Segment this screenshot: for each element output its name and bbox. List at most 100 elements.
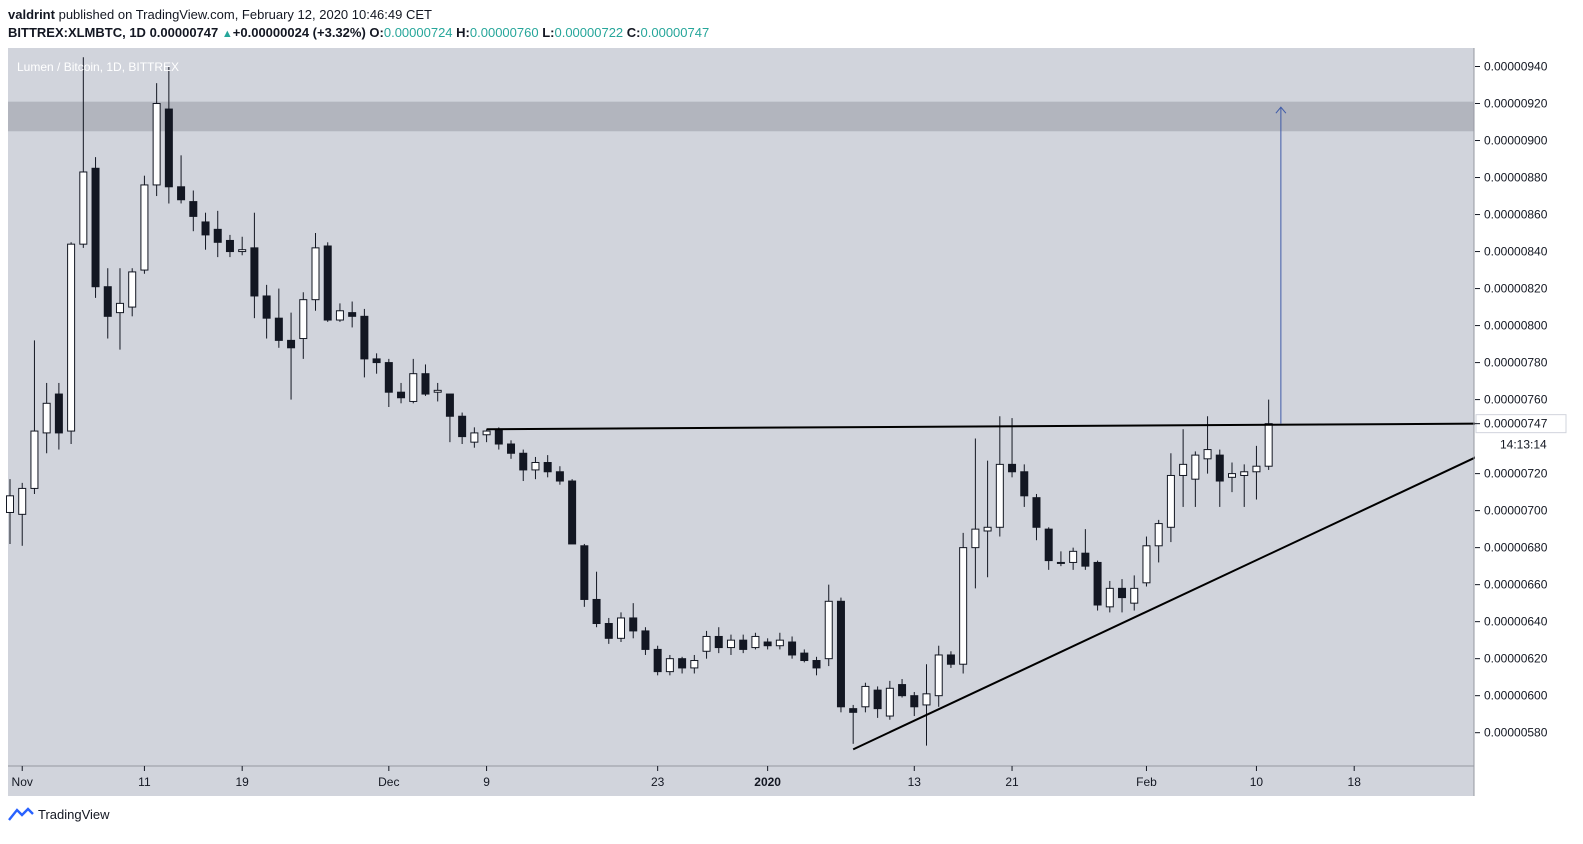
candle[interactable] [617, 612, 625, 643]
candle[interactable] [1240, 464, 1249, 507]
candle[interactable] [1032, 493, 1041, 541]
candle[interactable] [1166, 453, 1175, 543]
candle[interactable] [6, 479, 14, 544]
candle[interactable] [739, 634, 748, 654]
candle[interactable] [287, 312, 296, 400]
brand-name[interactable]: TradingView [38, 806, 110, 822]
candle[interactable] [79, 57, 88, 248]
candle[interactable] [1191, 451, 1200, 507]
candle[interactable] [445, 393, 454, 443]
candle[interactable] [397, 382, 406, 404]
candle[interactable] [604, 617, 613, 644]
candle[interactable] [1228, 462, 1236, 493]
candle[interactable] [507, 440, 516, 459]
candle[interactable] [592, 571, 601, 628]
support-trendline[interactable] [852, 456, 1477, 751]
candle[interactable] [934, 645, 943, 707]
candle[interactable] [421, 364, 430, 396]
author-name[interactable]: valdrint [8, 7, 55, 22]
candle[interactable] [140, 175, 149, 274]
candle[interactable] [1118, 579, 1127, 613]
candle[interactable] [250, 212, 259, 319]
candle[interactable] [849, 704, 858, 744]
candle[interactable] [641, 627, 650, 655]
candle[interactable] [543, 455, 552, 478]
candle[interactable] [115, 268, 124, 350]
candle[interactable] [555, 466, 564, 485]
candle[interactable] [1093, 560, 1102, 611]
candle[interactable] [91, 157, 100, 298]
candle[interactable] [531, 456, 540, 480]
candle[interactable] [409, 358, 418, 404]
candle[interactable] [836, 597, 845, 713]
candle[interactable] [800, 649, 809, 663]
candle[interactable] [225, 234, 234, 258]
resistance-trendline[interactable] [486, 422, 1477, 431]
candle[interactable] [372, 353, 381, 374]
candle[interactable] [1020, 464, 1029, 507]
candle[interactable] [470, 427, 479, 448]
candle[interactable] [629, 603, 638, 639]
candle[interactable] [482, 429, 491, 443]
candle[interactable] [42, 382, 51, 454]
candle[interactable] [201, 212, 210, 250]
candle[interactable] [1215, 449, 1224, 507]
candle[interactable] [971, 438, 980, 589]
candle[interactable] [751, 632, 760, 650]
candle[interactable] [824, 584, 833, 667]
candle[interactable] [1069, 547, 1078, 570]
candle[interactable] [788, 636, 797, 659]
candle[interactable] [910, 691, 919, 717]
candle[interactable] [653, 645, 662, 676]
candle[interactable] [946, 651, 955, 668]
candle[interactable] [812, 656, 821, 676]
candle[interactable] [983, 460, 992, 578]
candle[interactable] [763, 638, 772, 650]
candle[interactable] [1105, 580, 1114, 613]
candle[interactable] [519, 449, 528, 482]
candle[interactable] [360, 308, 369, 378]
candle[interactable] [54, 382, 63, 450]
candle[interactable] [922, 664, 931, 746]
candle[interactable] [458, 412, 467, 445]
candle[interactable] [1142, 536, 1151, 587]
candle[interactable] [18, 482, 27, 546]
candle[interactable] [67, 242, 76, 445]
candle[interactable] [898, 679, 907, 698]
candle[interactable] [164, 66, 173, 204]
candle[interactable] [665, 654, 674, 676]
candle[interactable] [1044, 527, 1053, 570]
candle[interactable] [1264, 399, 1273, 470]
candle[interactable] [1154, 519, 1163, 563]
candle[interactable] [323, 242, 332, 322]
candle[interactable] [678, 656, 687, 674]
candle[interactable] [189, 190, 198, 232]
candle[interactable] [568, 479, 577, 545]
candle[interactable] [1252, 445, 1261, 500]
candle[interactable] [384, 358, 393, 407]
candle[interactable] [1056, 551, 1065, 567]
candle[interactable] [726, 634, 735, 655]
candle[interactable] [702, 630, 711, 659]
candle[interactable] [580, 543, 589, 607]
candle[interactable] [1179, 429, 1188, 507]
candle[interactable] [177, 155, 186, 204]
candle[interactable] [1008, 418, 1017, 478]
candle[interactable] [335, 303, 344, 322]
candle[interactable] [348, 301, 357, 328]
candle[interactable] [775, 632, 784, 650]
candle[interactable] [311, 233, 320, 311]
candle[interactable] [103, 268, 112, 339]
candle[interactable] [128, 268, 137, 317]
candle[interactable] [959, 532, 968, 674]
candle[interactable] [152, 83, 161, 197]
candle[interactable] [299, 292, 308, 359]
candle[interactable] [861, 682, 870, 713]
candle[interactable] [274, 288, 283, 348]
candle[interactable] [690, 654, 699, 674]
candle[interactable] [885, 680, 894, 720]
candle[interactable] [238, 236, 247, 256]
candle[interactable] [1081, 529, 1090, 570]
candle[interactable] [433, 382, 442, 402]
